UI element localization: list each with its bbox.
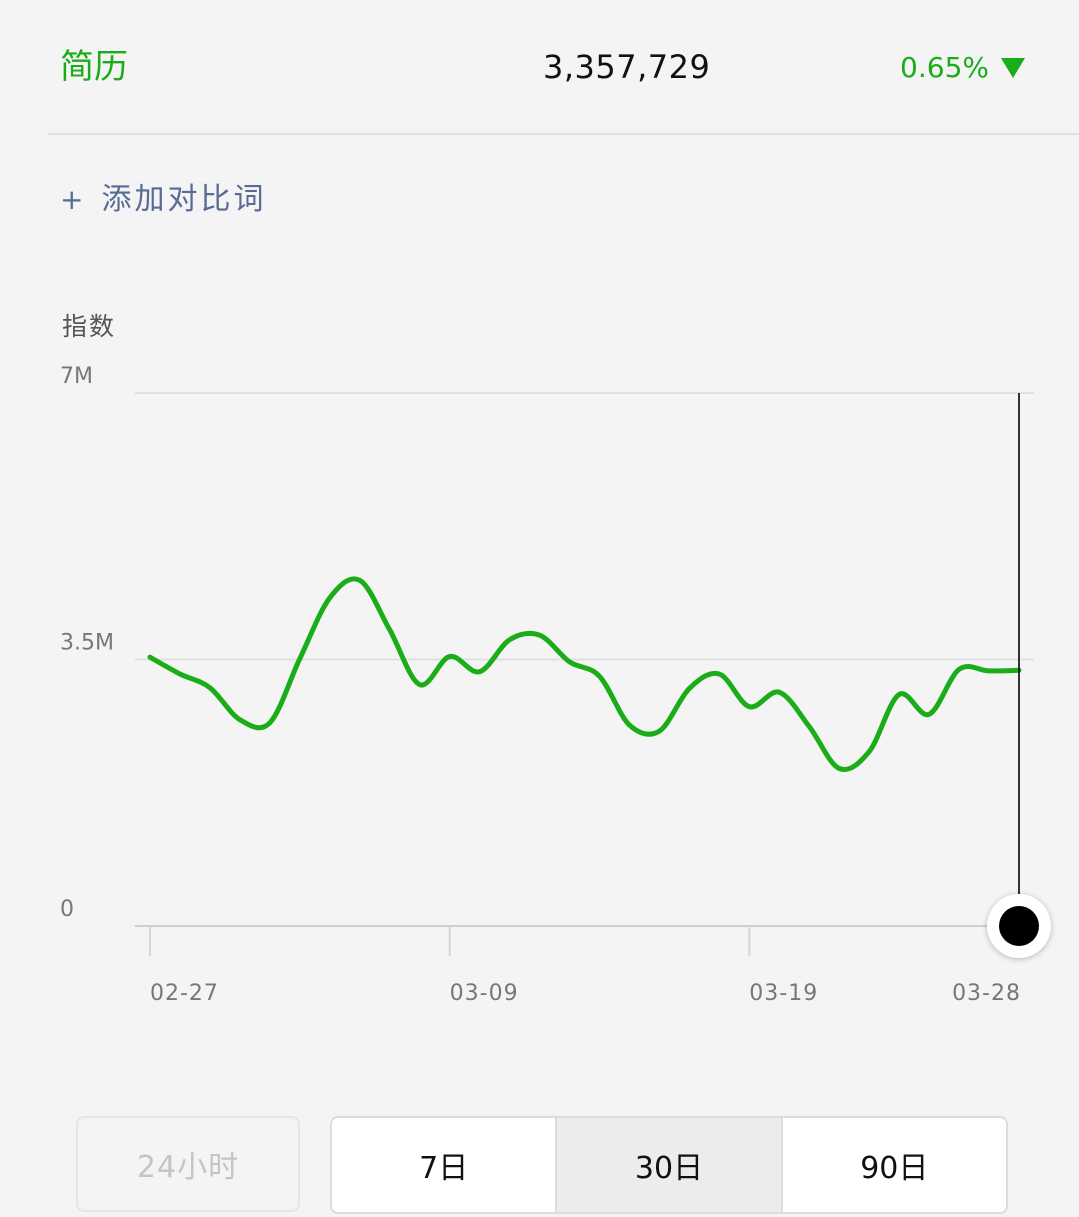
header-divider [48,133,1079,135]
change-indicator: 0.65% [900,50,1025,86]
series-line [147,576,1022,772]
x-tick-label: 03-19 [749,981,818,1006]
range-24h-button: 24小时 [76,1116,300,1212]
plus-icon: + [60,183,84,216]
range-90d-button[interactable]: 90日 [860,1151,929,1186]
add-compare-label: 添加对比词 [101,182,267,217]
time-range-bar: 24小时 7日 30日 90日 [0,1116,1079,1217]
keyword-title: 简历 [60,47,128,87]
x-tick-label: 03-28 [952,981,1021,1006]
add-compare-button[interactable]: + 添加对比词 [60,180,266,220]
index-line-chart[interactable]: 指数 0 3.5M 7M 02-27 03-09 03-19 03-28 [0,290,1079,1020]
index-value: 3,357,729 [543,48,711,86]
y-axis-title: 指数 [62,312,116,341]
y-tick-label: 0 [60,897,74,922]
y-tick-label: 7M [60,364,93,389]
y-tick-label: 3.5M [60,631,114,656]
x-tick-label: 03-09 [450,981,519,1006]
time-range-segmented-control: 7日 30日 90日 [330,1116,1008,1214]
x-tick-label: 02-27 [150,981,219,1006]
range-7d-button[interactable]: 7日 [332,1118,558,1212]
triangle-down-icon [1001,58,1025,78]
change-percent: 0.65% [900,51,989,84]
cursor-handle[interactable] [999,906,1039,946]
range-30d-button[interactable]: 30日 [557,1118,783,1212]
